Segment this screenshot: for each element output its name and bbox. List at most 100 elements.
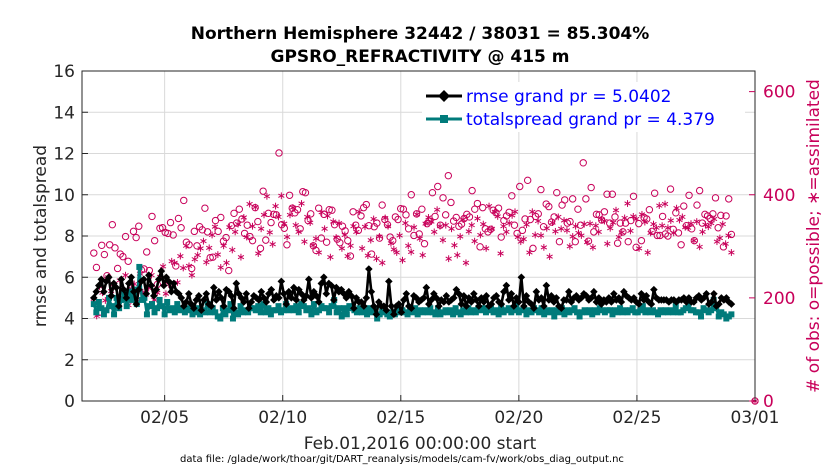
rmse-marker <box>437 296 446 304</box>
totalspread-marker <box>151 309 158 316</box>
x-tick-label: 02/20 <box>494 408 543 428</box>
rmse-marker <box>587 294 596 302</box>
y-left-tick-label: 14 <box>53 103 75 123</box>
totalspread-marker <box>589 311 596 318</box>
rmse-marker <box>662 296 671 304</box>
obs-assimilated-marker <box>381 214 389 222</box>
rmse-marker <box>117 275 126 284</box>
obs-assimilated-marker <box>621 214 628 222</box>
obs-possible-marker <box>217 213 225 222</box>
totalspread-marker <box>272 307 279 314</box>
totalspread-marker <box>343 311 350 318</box>
totalspread-marker <box>310 301 317 308</box>
obs-assimilated-marker <box>306 219 314 226</box>
rmse-marker <box>332 283 341 292</box>
obs-assimilated-marker <box>390 246 398 253</box>
obs-assimilated-marker <box>217 264 224 271</box>
totalspread-marker <box>720 311 727 318</box>
obs-assimilated-marker <box>485 202 493 210</box>
rmse-marker <box>127 273 136 282</box>
obs-assimilated-marker <box>255 250 262 257</box>
obs-assimilated-marker <box>716 234 724 242</box>
totalspread-marker <box>118 296 125 303</box>
y-left-tick-label: 8 <box>64 227 75 247</box>
obs-possible-marker <box>674 229 683 237</box>
totalspread-marker <box>164 299 171 305</box>
totalspread-marker <box>262 309 269 316</box>
obs-assimilated-marker <box>180 264 187 272</box>
obs-possible-marker <box>695 186 704 195</box>
totalspread-marker <box>174 301 181 308</box>
legend-box <box>422 82 745 132</box>
obs-assimilated-marker <box>546 253 553 261</box>
rmse-marker <box>320 273 328 282</box>
obs-possible-marker <box>172 262 180 270</box>
obs-assimilated-marker <box>653 224 660 232</box>
obs-assimilated-marker <box>693 218 700 225</box>
rmse-marker <box>152 285 161 294</box>
obs-possible-marker <box>486 225 495 233</box>
obs-assimilated-marker <box>696 243 703 251</box>
rmse-marker <box>452 285 461 294</box>
obs-assimilated-marker <box>188 271 196 279</box>
obs-assimilated-marker <box>205 244 213 252</box>
obs-assimilated-marker <box>249 222 256 230</box>
rmse-marker <box>520 302 528 310</box>
rmse-marker <box>440 298 448 306</box>
rmse-marker <box>422 283 431 292</box>
obs-assimilated-marker <box>234 220 242 228</box>
totalspread-marker <box>404 311 411 318</box>
totalspread-marker <box>143 311 150 318</box>
totalspread-marker <box>548 307 555 314</box>
obs-assimilated-marker <box>656 202 663 209</box>
totalspread-marker <box>586 307 593 314</box>
totalspread-marker <box>338 313 345 320</box>
rmse-marker <box>502 281 511 290</box>
rmse-marker <box>607 298 616 306</box>
rmse-marker <box>710 289 718 298</box>
obs-possible-marker <box>206 253 214 262</box>
obs-possible-marker <box>367 250 376 258</box>
totalspread-marker <box>424 309 431 316</box>
totalspread-marker <box>708 307 715 314</box>
obs-assimilated-marker <box>405 242 412 250</box>
rmse-marker <box>532 287 541 296</box>
rmse-marker <box>695 292 703 300</box>
obs-possible-marker <box>516 182 524 191</box>
obs-assimilated-marker <box>182 242 190 250</box>
obs-assimilated-marker <box>347 242 354 250</box>
totalspread-marker <box>280 307 287 314</box>
obs-possible-marker <box>166 218 175 227</box>
obs-possible-marker <box>410 231 418 240</box>
rmse-marker <box>475 302 483 310</box>
obs-possible-marker <box>121 232 130 241</box>
obs-possible-marker <box>235 205 244 213</box>
rmse-marker <box>407 304 416 312</box>
obs-assimilated-marker <box>503 228 510 236</box>
obs-possible-marker <box>174 214 183 223</box>
obs-assimilated-marker <box>523 221 530 229</box>
obs-possible-marker <box>603 190 611 198</box>
rmse-marker <box>150 292 158 300</box>
totalspread-marker <box>574 309 581 316</box>
obs-possible-marker <box>579 159 587 167</box>
obs-assimilated-marker <box>370 215 377 223</box>
rmse-marker <box>522 292 531 300</box>
totalspread-marker <box>305 305 312 312</box>
obs-possible-marker <box>444 171 453 180</box>
obs-assimilated-marker <box>661 200 669 208</box>
obs-possible-marker <box>423 219 431 228</box>
obs-possible-marker <box>148 212 156 221</box>
totalspread-marker <box>528 309 535 316</box>
obs-assimilated-marker <box>266 228 273 236</box>
obs-possible-marker <box>418 205 426 213</box>
totalspread-marker <box>300 303 307 310</box>
rmse-marker <box>360 302 368 310</box>
obs-possible-marker <box>132 233 140 242</box>
rmse-marker <box>305 275 313 284</box>
rmse-marker <box>212 296 221 304</box>
totalspread-marker <box>260 301 267 308</box>
totalspread-marker <box>275 303 282 310</box>
obs-assimilated-marker <box>581 220 588 228</box>
obs-assimilated-marker <box>670 229 677 237</box>
